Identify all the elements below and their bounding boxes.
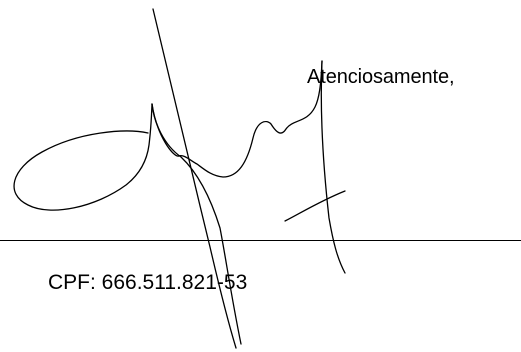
cpf-text: CPF: 666.511.821-53 [48, 271, 248, 294]
closing-text: Atenciosamente, [307, 66, 455, 88]
signature-line [0, 240, 521, 241]
